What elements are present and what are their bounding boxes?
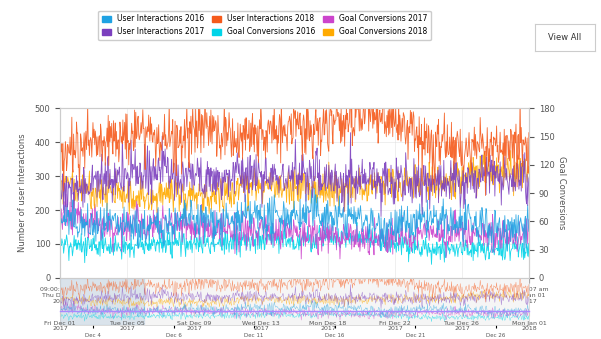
Legend: User Interactions 2016, User Interactions 2017, User Interactions 2018, Goal Con: User Interactions 2016, User Interaction… bbox=[98, 11, 431, 40]
Text: View All: View All bbox=[548, 33, 582, 42]
Y-axis label: Number of user Interactions: Number of user Interactions bbox=[18, 134, 27, 253]
Bar bbox=[60, 278, 144, 325]
Y-axis label: Goal Conversions: Goal Conversions bbox=[557, 156, 566, 230]
